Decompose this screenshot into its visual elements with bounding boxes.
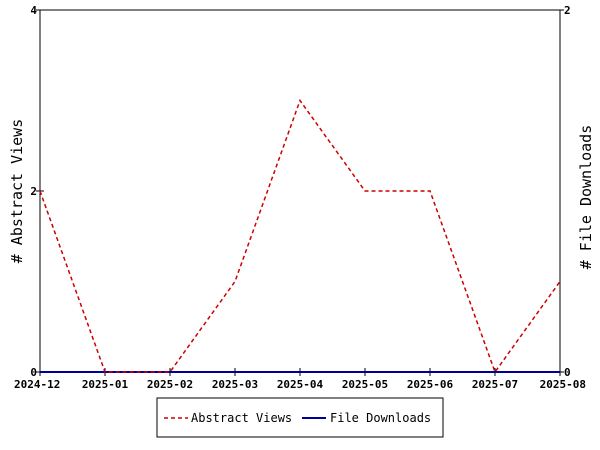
ticks-layer: 2024-12 2025-01 2025-02 2025-03 2025-04 2025-… [14, 4, 586, 391]
y-left-tick-label: 0 [30, 366, 37, 379]
x-tick-label: 2025-02 [147, 378, 193, 391]
x-tick-label: 2025-04 [277, 378, 324, 391]
x-tick-label: 2025-01 [82, 378, 129, 391]
plot-area [39, 9, 561, 373]
legend-label-abstract-views: Abstract Views [191, 411, 292, 425]
x-tick-label: 2025-07 [472, 378, 518, 391]
x-tick-label: 2025-08 [540, 378, 586, 391]
y-right-tick-label: 0 [564, 366, 571, 379]
legend-box [156, 397, 444, 438]
y-axis-right-title: # File Downloads [577, 125, 595, 270]
x-tick-label: 2025-05 [342, 378, 388, 391]
legend-label-file-downloads: File Downloads [330, 411, 431, 425]
y-left-tick-label: 4 [30, 4, 37, 17]
legend: Abstract Views File Downloads [156, 397, 444, 438]
y-right-tick-label: 2 [564, 4, 571, 17]
x-tick-label: 2024-12 [14, 378, 60, 391]
y-axis-left-title: # Abstract Views [8, 119, 26, 264]
x-tick-label: 2025-06 [407, 378, 454, 391]
series-layer [39, 98, 561, 374]
y-left-tick-label: 2 [30, 185, 37, 198]
x-tick-label: 2025-03 [212, 378, 258, 391]
